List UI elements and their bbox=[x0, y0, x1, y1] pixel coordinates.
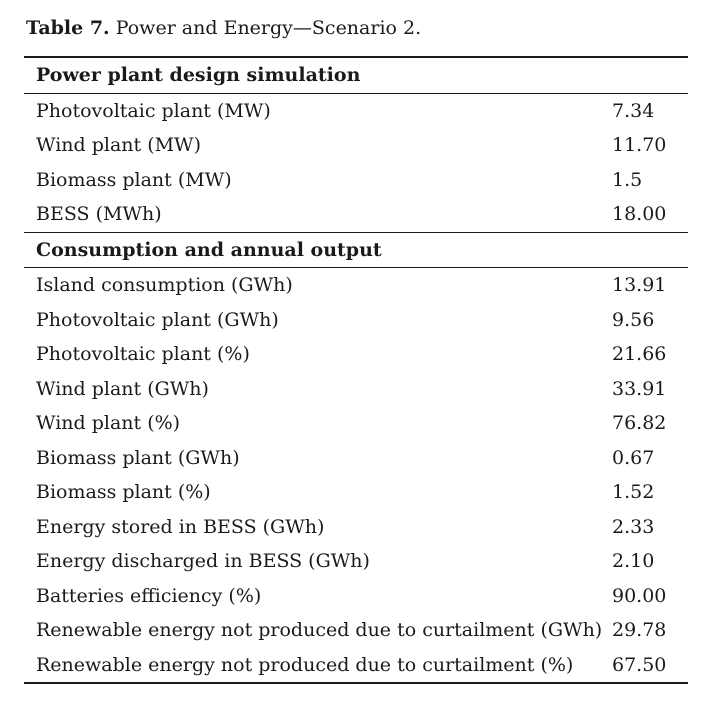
table-body: Power plant design simulation Photovolta… bbox=[24, 57, 688, 683]
row-value: 9.56 bbox=[612, 308, 655, 331]
table-row: Energy stored in BESS (GWh) 2.33 bbox=[24, 510, 688, 545]
row-label: Biomass plant (%) bbox=[36, 481, 211, 504]
table-row: Photovoltaic plant (MW) 7.34 bbox=[24, 93, 688, 128]
table-row: Wind plant (%) 76.82 bbox=[24, 406, 688, 441]
section-title: Power plant design simulation bbox=[24, 57, 688, 94]
row-label: Photovoltaic plant (MW) bbox=[36, 99, 271, 122]
table-row: Wind plant (MW) 11.70 bbox=[24, 128, 688, 163]
row-value: 67.50 bbox=[612, 653, 667, 676]
table-row: Biomass plant (MW) 1.5 bbox=[24, 163, 688, 198]
section-title: Consumption and annual output bbox=[24, 231, 688, 268]
row-label: Biomass plant (MW) bbox=[36, 168, 232, 191]
row-value: 2.10 bbox=[612, 550, 655, 573]
row-value: 11.70 bbox=[612, 134, 667, 157]
row-value: 2.33 bbox=[612, 515, 655, 538]
row-label: Renewable energy not produced due to cur… bbox=[36, 653, 574, 676]
section-header-row: Consumption and annual output bbox=[24, 231, 688, 268]
row-value: 90.00 bbox=[612, 584, 667, 607]
row-value: 29.78 bbox=[612, 619, 667, 642]
table-row: Batteries efficiency (%) 90.00 bbox=[24, 579, 688, 614]
row-value: 18.00 bbox=[612, 203, 667, 226]
row-label: Wind plant (GWh) bbox=[36, 377, 209, 400]
row-label: Energy discharged in BESS (GWh) bbox=[36, 550, 370, 573]
row-label: Wind plant (MW) bbox=[36, 134, 201, 157]
table-row: Photovoltaic plant (%) 21.66 bbox=[24, 337, 688, 372]
section-header-row: Power plant design simulation bbox=[24, 57, 688, 94]
row-label: Photovoltaic plant (GWh) bbox=[36, 308, 279, 331]
table-row: Renewable energy not produced due to cur… bbox=[24, 648, 688, 684]
table-row: Island consumption (GWh) 13.91 bbox=[24, 268, 688, 303]
table-row: Renewable energy not produced due to cur… bbox=[24, 613, 688, 648]
row-value: 13.91 bbox=[612, 274, 667, 297]
table-row: BESS (MWh) 18.00 bbox=[24, 197, 688, 232]
row-label: Photovoltaic plant (%) bbox=[36, 343, 250, 366]
row-label: Biomass plant (GWh) bbox=[36, 446, 240, 469]
row-value: 33.91 bbox=[612, 377, 667, 400]
row-value: 7.34 bbox=[612, 99, 655, 122]
table-row: Energy discharged in BESS (GWh) 2.10 bbox=[24, 544, 688, 579]
row-label: Batteries efficiency (%) bbox=[36, 584, 262, 607]
table-row: Biomass plant (GWh) 0.67 bbox=[24, 441, 688, 476]
table-row: Photovoltaic plant (GWh) 9.56 bbox=[24, 303, 688, 338]
row-value: 0.67 bbox=[612, 446, 655, 469]
row-label: BESS (MWh) bbox=[36, 203, 162, 226]
table-caption: Table 7. Power and Energy—Scenario 2. bbox=[26, 17, 421, 39]
table-caption-label: Table 7. bbox=[26, 17, 110, 39]
table-caption-text: Power and Energy—Scenario 2. bbox=[109, 17, 422, 39]
row-value: 21.66 bbox=[612, 343, 667, 366]
row-value: 1.5 bbox=[612, 168, 643, 191]
row-label: Island consumption (GWh) bbox=[36, 274, 293, 297]
row-value: 76.82 bbox=[612, 412, 667, 435]
table-row: Wind plant (GWh) 33.91 bbox=[24, 372, 688, 407]
row-label: Energy stored in BESS (GWh) bbox=[36, 515, 325, 538]
power-energy-table: Power plant design simulation Photovolta… bbox=[24, 56, 688, 684]
row-label: Renewable energy not produced due to cur… bbox=[36, 619, 603, 642]
table-row: Biomass plant (%) 1.52 bbox=[24, 475, 688, 510]
row-value: 1.52 bbox=[612, 481, 655, 504]
row-label: Wind plant (%) bbox=[36, 412, 181, 435]
